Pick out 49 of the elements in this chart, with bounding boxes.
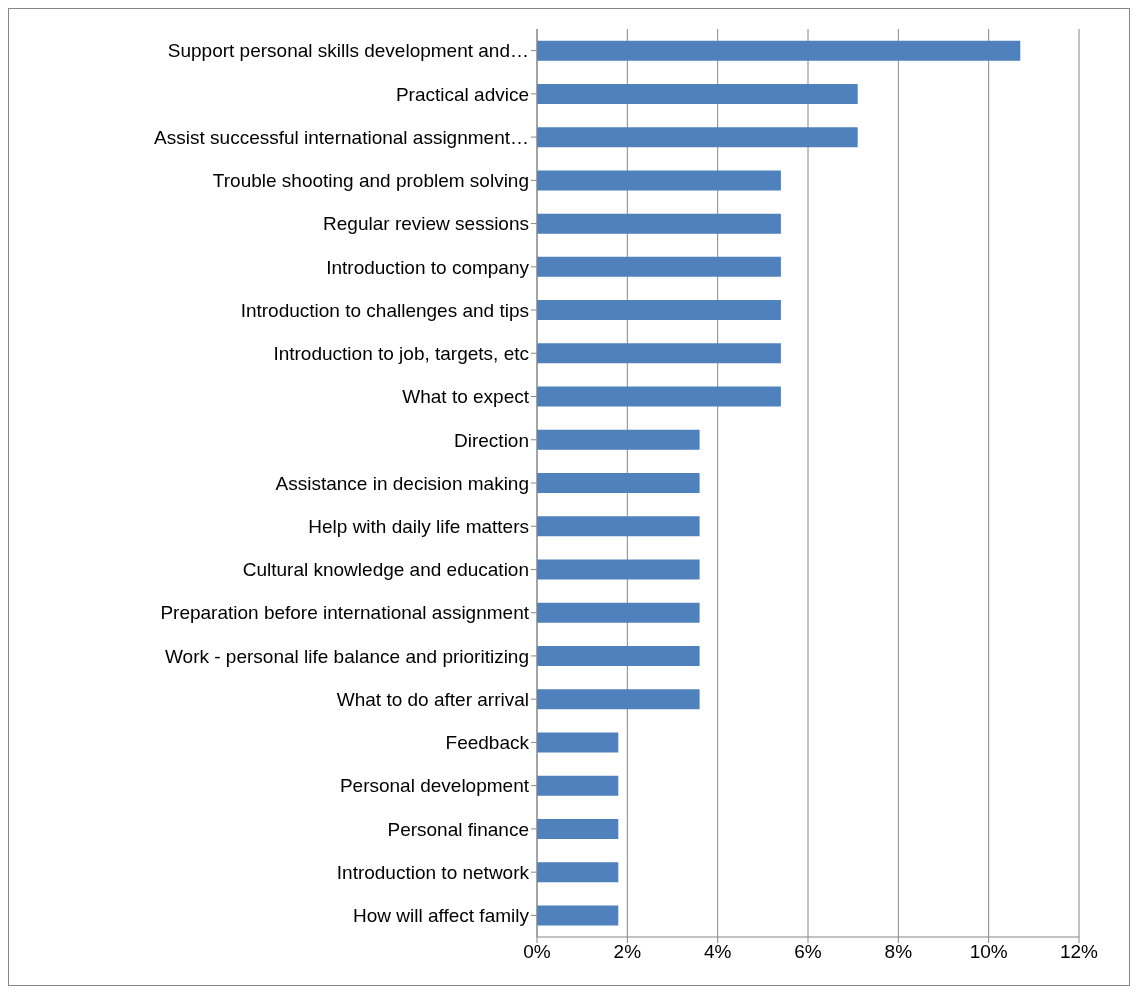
bar xyxy=(537,429,700,450)
y-tick-label: Personal development xyxy=(339,775,530,797)
x-tick-label: 8% xyxy=(884,941,913,963)
y-tick-label: Introduction to network xyxy=(336,861,530,883)
bar xyxy=(537,213,781,234)
y-tick-label: Assist successful international assignment… xyxy=(154,126,529,148)
bar xyxy=(537,689,700,710)
x-tick-label: 4% xyxy=(703,941,732,963)
bar xyxy=(537,256,781,277)
bar xyxy=(537,300,781,321)
bar xyxy=(537,905,619,926)
y-tick-label: Feedback xyxy=(445,732,530,754)
y-tick-label: What to expect xyxy=(402,386,530,408)
bar xyxy=(537,818,619,839)
bar xyxy=(537,386,781,407)
bar xyxy=(537,646,700,667)
bar xyxy=(537,602,700,623)
bar xyxy=(537,775,619,796)
y-tick-label: Regular review sessions xyxy=(323,213,529,235)
y-tick-label: Assistance in decision making xyxy=(275,472,529,494)
y-tick-label: Support personal skills development and… xyxy=(167,40,529,62)
bar xyxy=(537,473,700,494)
y-tick-label: Help with daily life matters xyxy=(308,515,529,537)
bar xyxy=(537,40,1021,61)
bar xyxy=(537,83,858,104)
y-tick-label: Cultural knowledge and education xyxy=(242,559,529,581)
y-tick-label: Introduction to job, targets, etc xyxy=(273,343,529,365)
y-tick-label: Direction xyxy=(454,429,529,451)
y-tick-label: Personal finance xyxy=(387,818,529,840)
x-tick-label: 6% xyxy=(794,941,822,963)
x-tick-label: 12% xyxy=(1059,941,1099,963)
y-tick-label: Work - personal life balance and prioritizing xyxy=(165,645,529,667)
bar xyxy=(537,516,700,537)
bar xyxy=(537,732,619,753)
y-tick-label: What to do after arrival xyxy=(336,688,529,710)
y-tick-label: Practical advice xyxy=(395,83,529,105)
bar xyxy=(537,127,858,148)
bar xyxy=(537,862,619,883)
x-tick-label: 2% xyxy=(613,941,642,963)
x-tick-label: 10% xyxy=(969,941,1008,963)
y-tick-label: Preparation before international assignment xyxy=(160,602,530,624)
x-tick-label: 0% xyxy=(523,941,551,963)
bar xyxy=(537,559,700,580)
bar xyxy=(537,343,781,364)
y-tick-label: Introduction to company xyxy=(326,256,530,278)
y-tick-label: Trouble shooting and problem solving xyxy=(212,170,529,192)
y-tick-label: How will affect family xyxy=(353,905,530,927)
y-tick-label: Introduction to challenges and tips xyxy=(240,299,529,321)
bar xyxy=(537,170,781,191)
